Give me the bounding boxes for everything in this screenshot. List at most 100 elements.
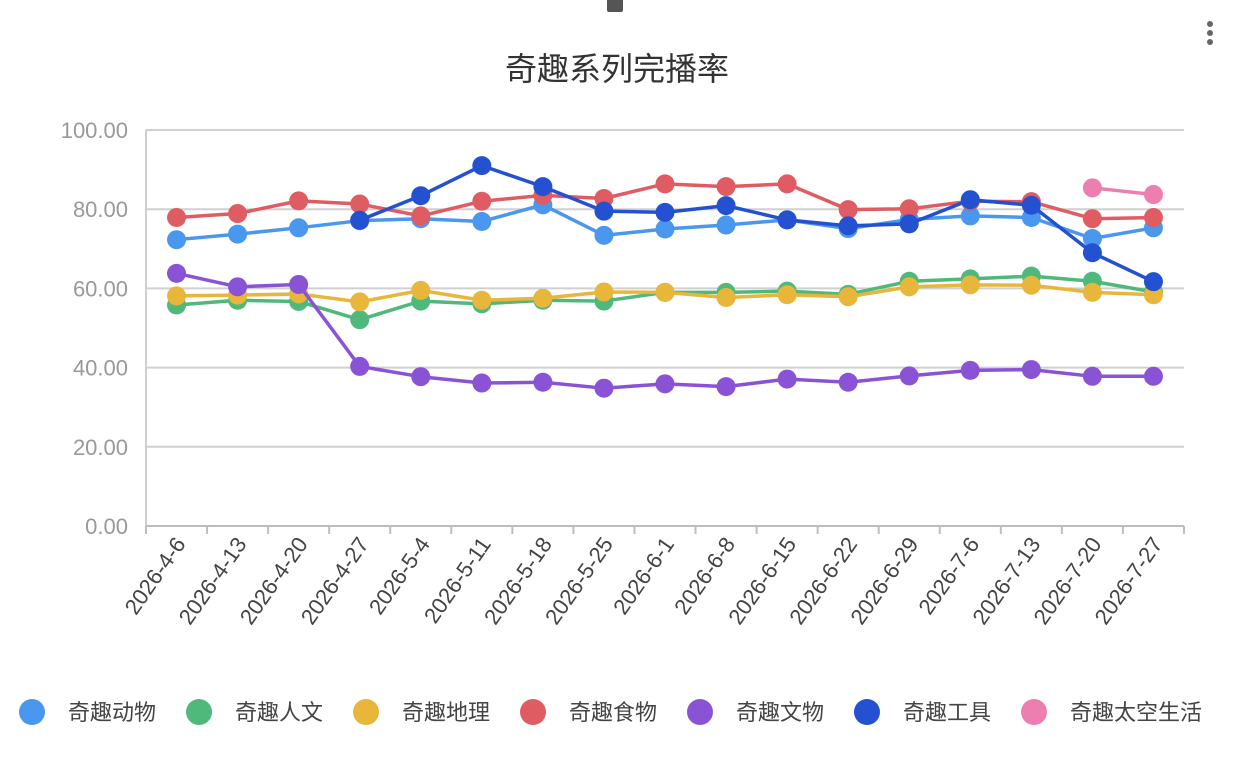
data-point[interactable] xyxy=(167,263,187,283)
legend-item[interactable]: 奇趣太空生活 xyxy=(1021,699,1202,726)
legend-label: 奇趣人文 xyxy=(235,701,323,726)
data-point[interactable] xyxy=(411,186,431,206)
data-point[interactable] xyxy=(1082,282,1102,302)
series-line xyxy=(359,163,1155,284)
data-point[interactable] xyxy=(594,378,614,398)
data-point[interactable] xyxy=(899,199,919,219)
data-point[interactable] xyxy=(472,290,492,310)
data-point[interactable] xyxy=(716,215,736,235)
chart-title: 奇趣系列完播率 xyxy=(505,51,729,87)
data-point[interactable] xyxy=(594,282,614,302)
data-point[interactable] xyxy=(777,285,797,305)
data-point[interactable] xyxy=(899,214,919,234)
legend-label: 奇趣太空生活 xyxy=(1070,701,1202,726)
data-point[interactable] xyxy=(533,372,553,392)
data-point[interactable] xyxy=(960,275,980,295)
y-tick-label: 100.00 xyxy=(61,118,128,143)
legend-item[interactable]: 奇趣工具 xyxy=(854,699,991,726)
data-point[interactable] xyxy=(228,224,248,244)
data-point[interactable] xyxy=(838,287,858,307)
legend-item[interactable]: 奇趣文物 xyxy=(687,699,824,726)
legend-item[interactable]: 奇趣人文 xyxy=(186,699,323,726)
data-point[interactable] xyxy=(289,218,309,238)
data-point[interactable] xyxy=(1082,366,1102,386)
data-point[interactable] xyxy=(777,174,797,194)
more-options-icon[interactable] xyxy=(1200,16,1220,50)
data-point[interactable] xyxy=(655,174,675,194)
data-point[interactable] xyxy=(533,288,553,308)
data-point[interactable] xyxy=(411,367,431,387)
data-point[interactable] xyxy=(716,177,736,197)
data-point[interactable] xyxy=(716,377,736,397)
data-point[interactable] xyxy=(960,206,980,226)
data-point[interactable] xyxy=(838,372,858,392)
legend-item[interactable]: 奇趣食物 xyxy=(520,699,657,726)
data-point[interactable] xyxy=(1082,243,1102,263)
legend-marker xyxy=(687,699,713,725)
data-point[interactable] xyxy=(533,177,553,197)
data-point[interactable] xyxy=(777,369,797,389)
data-point[interactable] xyxy=(960,190,980,210)
data-point[interactable] xyxy=(472,156,492,176)
data-point[interactable] xyxy=(655,282,675,302)
data-point[interactable] xyxy=(1143,185,1163,205)
data-point[interactable] xyxy=(350,356,370,376)
data-point[interactable] xyxy=(1021,360,1041,380)
data-point[interactable] xyxy=(289,274,309,294)
legend-label: 奇趣动物 xyxy=(68,701,156,726)
data-point[interactable] xyxy=(350,210,370,230)
legend-item[interactable]: 奇趣动物 xyxy=(19,699,156,726)
data-point[interactable] xyxy=(472,211,492,231)
data-point[interactable] xyxy=(228,204,248,224)
data-point[interactable] xyxy=(289,191,309,211)
y-tick-label: 20.00 xyxy=(73,435,128,460)
data-point[interactable] xyxy=(655,219,675,239)
data-point[interactable] xyxy=(1082,178,1102,198)
data-point[interactable] xyxy=(350,292,370,312)
data-point[interactable] xyxy=(1143,272,1163,292)
data-point[interactable] xyxy=(1082,229,1102,249)
data-point[interactable] xyxy=(838,200,858,220)
data-point[interactable] xyxy=(899,366,919,386)
drag-handle[interactable] xyxy=(607,0,623,12)
data-point[interactable] xyxy=(899,277,919,297)
data-point[interactable] xyxy=(228,277,248,297)
data-point[interactable] xyxy=(1143,366,1163,386)
data-point[interactable] xyxy=(167,230,187,250)
series-奇趣工具 xyxy=(350,156,1163,292)
data-point[interactable] xyxy=(1082,209,1102,229)
data-point[interactable] xyxy=(655,374,675,394)
series-line xyxy=(1092,186,1154,197)
data-point[interactable] xyxy=(1143,208,1163,228)
y-tick-label: 40.00 xyxy=(73,356,128,381)
data-point[interactable] xyxy=(594,225,614,245)
data-point[interactable] xyxy=(960,360,980,380)
legend-marker xyxy=(19,699,45,725)
data-point[interactable] xyxy=(655,202,675,222)
data-point[interactable] xyxy=(777,210,797,230)
legend-label: 奇趣工具 xyxy=(903,701,991,726)
data-point[interactable] xyxy=(594,201,614,221)
legend-item[interactable]: 奇趣地理 xyxy=(353,699,490,726)
data-point[interactable] xyxy=(838,216,858,236)
data-point[interactable] xyxy=(1021,195,1041,215)
legend-marker xyxy=(520,699,546,725)
x-tick-label: 2026-6-1 xyxy=(608,533,679,619)
data-point[interactable] xyxy=(167,286,187,306)
data-point[interactable] xyxy=(472,191,492,211)
data-point[interactable] xyxy=(350,194,370,214)
series-奇趣太空生活 xyxy=(1082,178,1163,205)
data-point[interactable] xyxy=(167,208,187,228)
data-point[interactable] xyxy=(350,310,370,330)
data-point[interactable] xyxy=(472,373,492,393)
data-point[interactable] xyxy=(716,288,736,308)
data-point[interactable] xyxy=(1143,285,1163,305)
legend-label: 奇趣文物 xyxy=(736,701,824,726)
data-point[interactable] xyxy=(716,196,736,216)
data-point[interactable] xyxy=(1021,275,1041,295)
data-point[interactable] xyxy=(411,280,431,300)
data-point[interactable] xyxy=(411,206,431,226)
legend-marker xyxy=(1021,699,1047,725)
y-tick-label: 0.00 xyxy=(85,514,128,539)
